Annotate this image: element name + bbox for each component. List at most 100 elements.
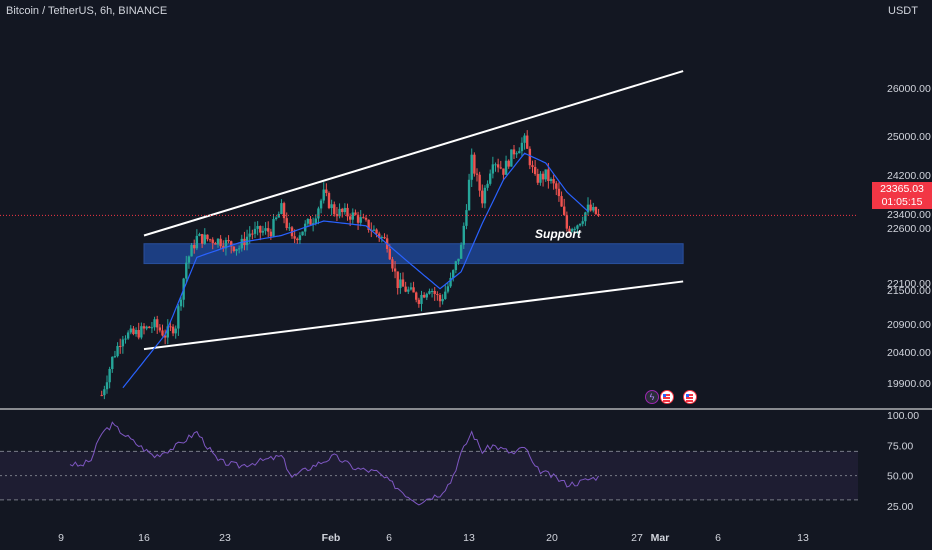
candle-body [467, 179, 471, 211]
candle-body [264, 228, 267, 231]
candle-body [560, 196, 563, 207]
time-axis-label: 9 [58, 532, 64, 544]
price-axis-label: 22100.00 [887, 278, 931, 290]
candle-body [206, 234, 209, 240]
candle-body [462, 225, 465, 245]
candle-body [198, 234, 201, 236]
candle-body [378, 233, 381, 238]
support-zone [143, 243, 684, 265]
time-axis-label: Mar [651, 532, 670, 544]
candle-body [169, 326, 172, 328]
candle-body [240, 238, 243, 249]
candle-body [576, 225, 579, 229]
candle-body [536, 173, 539, 183]
candle-body [446, 286, 450, 292]
candle-body [185, 262, 188, 279]
candle-body [296, 238, 299, 241]
price-axis-label: 19900.00 [887, 378, 931, 390]
candle-body [132, 328, 135, 335]
rsi-axis-label: 25.00 [887, 501, 913, 513]
candle-body [552, 179, 555, 184]
candle-body [523, 135, 526, 143]
candle-body [573, 228, 576, 230]
candle-body [134, 329, 138, 335]
candle-body [473, 154, 476, 174]
candle-body [116, 345, 119, 357]
upper-trendline [143, 70, 684, 237]
candle-body [404, 286, 407, 292]
candle-body [200, 234, 204, 244]
price-axis-label: 25000.00 [887, 131, 931, 143]
candle-body [541, 173, 545, 180]
candle-body [526, 135, 529, 149]
candle-body [219, 238, 222, 247]
candle-body [103, 389, 106, 396]
candle-body [412, 287, 415, 293]
candle-body [570, 229, 574, 232]
candle-body [129, 328, 132, 333]
candle-body [208, 239, 212, 241]
symbol-title[interactable]: Bitcoin / TetherUS, 6h, BINANCE [6, 5, 168, 17]
candle-body [124, 338, 127, 340]
candle-body [319, 200, 323, 209]
candle-body [348, 216, 352, 220]
candle-body [153, 319, 156, 328]
candle-body [396, 271, 399, 289]
candle-body [481, 190, 484, 204]
candle-body [407, 289, 410, 292]
candle-body [171, 326, 175, 334]
candle-body [253, 228, 257, 234]
us-flag-icon[interactable] [683, 390, 697, 404]
candle-body [589, 204, 592, 211]
candle-body [520, 142, 524, 152]
price-axis-label: 26000.00 [887, 83, 931, 95]
candle-body [483, 187, 487, 204]
candle-body [533, 166, 537, 174]
candle-body [285, 218, 288, 228]
candle-body [452, 270, 455, 278]
rsi-axis-label: 100.00 [887, 410, 919, 422]
candle-body [436, 294, 439, 296]
candle-body [298, 235, 302, 241]
candle-body [288, 227, 291, 229]
price-axis-label: 24200.00 [887, 170, 931, 182]
us-flag-icon[interactable] [660, 390, 674, 404]
candle-body [510, 149, 513, 167]
candle-body [438, 294, 442, 302]
candle-body [190, 245, 193, 257]
candle-body [338, 208, 341, 217]
candle-body [142, 326, 146, 329]
candle-body [314, 218, 317, 224]
lightning-icon[interactable]: ϟ [645, 390, 659, 404]
candle-body [375, 229, 378, 234]
candle-body [301, 231, 304, 236]
candle-body [174, 328, 177, 334]
candle-body [441, 299, 444, 302]
candle-body [140, 326, 143, 338]
candle-body [156, 319, 159, 328]
candle-body [475, 173, 479, 175]
candle-body [267, 228, 270, 232]
candle-body [235, 249, 238, 252]
candle-body [158, 327, 162, 331]
candle-body [216, 238, 220, 245]
candle-body [391, 259, 394, 269]
candle-body [227, 240, 230, 242]
moving-average-line [122, 152, 589, 389]
candle-body [417, 299, 421, 304]
candle-body [119, 345, 122, 347]
candle-body [515, 153, 518, 155]
candle-body [327, 193, 331, 209]
candle-body [388, 249, 391, 260]
candle-body [113, 356, 117, 358]
candle-body [454, 261, 458, 271]
candle-body [195, 235, 199, 249]
candle-body [193, 245, 196, 249]
candle-body [465, 210, 468, 226]
time-axis-label: 13 [463, 532, 475, 544]
candle-body [502, 168, 505, 175]
candle-body [214, 243, 217, 245]
candle-body [224, 240, 228, 249]
candle-body [309, 218, 312, 225]
